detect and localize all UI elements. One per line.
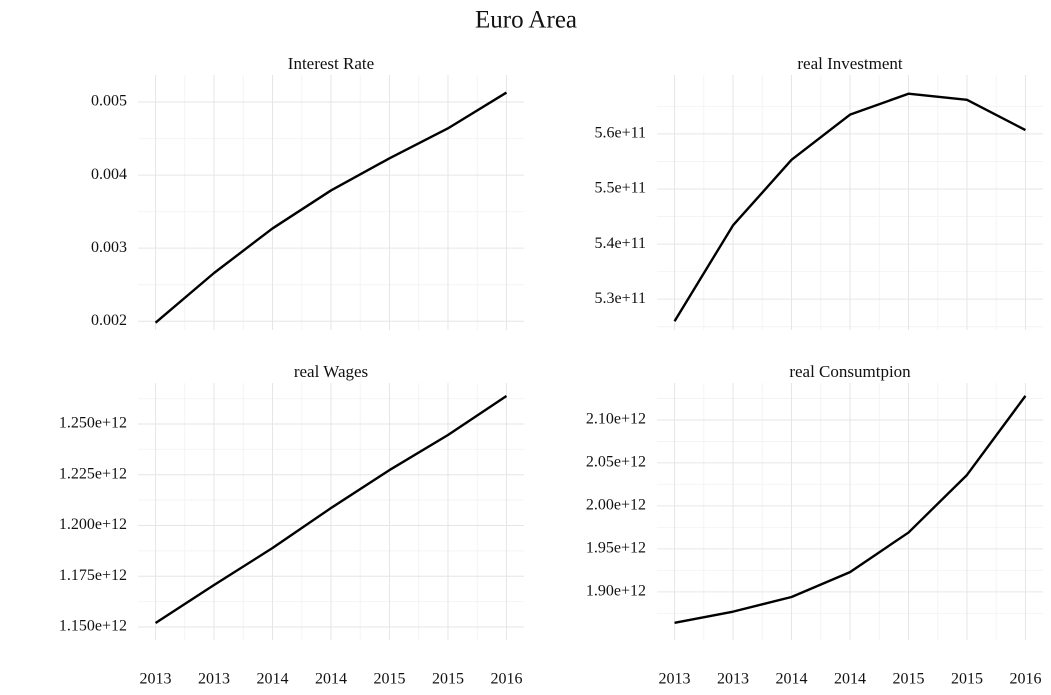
x-tick-label: 2013 (140, 671, 172, 688)
y-tick-label: 0.004 (91, 166, 127, 183)
y-tick-label: 1.175e+12 (59, 567, 127, 584)
line (673, 92, 1027, 322)
y-tick-label: 1.250e+12 (59, 415, 127, 432)
x-tick-label: 2016 (490, 671, 522, 688)
x-tick-label: 2014 (257, 671, 289, 688)
x-tick-label: 2013 (198, 671, 230, 688)
panel-title: Interest Rate (288, 54, 374, 73)
x-tick-label: 2013 (717, 671, 749, 688)
y-tick-label: 1.225e+12 (59, 465, 127, 482)
x-tick-label: 2015 (951, 671, 983, 688)
y-tick-label: 1.150e+12 (59, 618, 127, 635)
x-tick-label: 2013 (659, 671, 691, 688)
y-tick-label: 5.6e+11 (594, 125, 646, 142)
line (154, 91, 508, 324)
y-tick-label: 0.003 (91, 239, 127, 256)
x-tick-label: 2015 (432, 671, 464, 688)
y-tick-label: 2.10e+12 (586, 411, 646, 428)
line (154, 394, 508, 624)
y-tick-label: 1.200e+12 (59, 516, 127, 533)
x-tick-label: 2015 (892, 671, 924, 688)
y-tick-label: 2.05e+12 (586, 454, 646, 471)
x-tick-label: 2015 (373, 671, 405, 688)
y-tick-label: 0.005 (91, 93, 127, 110)
panel-title: real Wages (294, 362, 368, 381)
x-tick-label: 2016 (1009, 671, 1041, 688)
y-tick-label: 5.5e+11 (594, 180, 646, 197)
x-tick-label: 2014 (315, 671, 347, 688)
y-tick-label: 1.95e+12 (586, 540, 646, 557)
y-tick-label: 2.00e+12 (586, 497, 646, 514)
line (674, 395, 1027, 624)
panel-title: real Consumtpion (789, 362, 911, 381)
y-tick-label: 5.4e+11 (594, 235, 646, 252)
chart-title: Euro Area (475, 7, 577, 34)
panel-title: real Investment (797, 54, 903, 73)
y-tick-label: 0.002 (91, 312, 127, 329)
y-tick-label: 1.90e+12 (586, 583, 646, 600)
x-tick-label: 2014 (834, 671, 866, 688)
x-tick-label: 2014 (776, 671, 808, 688)
y-tick-label: 5.3e+11 (594, 290, 646, 307)
